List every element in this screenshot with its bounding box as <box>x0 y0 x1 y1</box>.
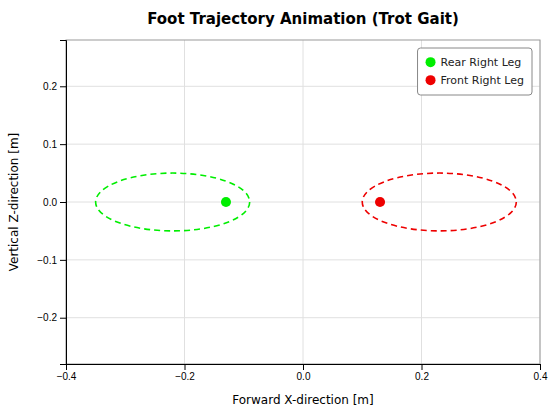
plot: −0.4 −0.2 0.0 0.2 0.4 −0.2 −0.1 0.0 0.1 0.2 Rear R… <box>37 40 548 382</box>
x-axis-tick-mark <box>540 364 541 370</box>
x-axis-tick-mark <box>185 364 186 370</box>
y-grid-line <box>66 202 540 203</box>
x-axis-tick-label: 0.0 <box>297 371 311 382</box>
y-grid-line <box>66 317 540 318</box>
foot-dot <box>375 197 385 207</box>
y-grid-line <box>66 144 540 145</box>
legend-swatch <box>426 75 436 85</box>
legend-label: Front Right Leg <box>441 74 524 87</box>
plot-frame <box>66 40 540 364</box>
legend-box <box>418 48 532 95</box>
title: Foot Trajectory Animation (Trot Gait) <box>147 10 459 28</box>
y-axis-tick-mark <box>60 260 66 261</box>
legend-item: Rear Right Leg <box>426 56 522 69</box>
x-axis-tick: 0.2 <box>415 364 429 382</box>
y-axis-tick-mark <box>60 318 66 319</box>
y-axis-tick: 0.0 <box>43 197 66 208</box>
y-grid-line <box>66 259 540 260</box>
legend-label: Rear Right Leg <box>441 56 522 69</box>
x-axis-line <box>67 365 541 371</box>
y-axis-tick-mark <box>60 144 66 145</box>
x-axis-tick-mark <box>303 364 304 370</box>
legend-swatch <box>426 57 436 67</box>
y-axis-title: Vertical Z-direction [m] <box>7 133 21 272</box>
y-axis-tick: −0.1 <box>37 255 66 266</box>
x-axis-tick: 0.4 <box>534 364 548 382</box>
foot-dot <box>221 197 231 207</box>
y-axis-tick-label: −0.1 <box>37 255 57 266</box>
x-axis-tick-mark <box>422 364 423 370</box>
grid <box>66 40 540 364</box>
y-axis-line <box>60 41 67 365</box>
x-axis: −0.4 −0.2 0.0 0.2 0.4 <box>57 364 548 382</box>
x-axis-title: Forward X-direction [m] <box>232 393 373 407</box>
trajectory-ellipse <box>96 173 250 231</box>
trajectory-ellipse <box>362 173 516 231</box>
x-axis-tick-label: −0.4 <box>57 371 77 382</box>
y-axis-tick-mark <box>60 86 66 87</box>
y-axis-tick-label: −0.2 <box>37 312 57 323</box>
x-axis-tick-label: −0.2 <box>175 371 195 382</box>
x-axis-tick: −0.4 <box>57 364 77 382</box>
y-axis-tick-label: 0.2 <box>43 81 57 92</box>
y-axis: −0.2 −0.1 0.0 0.1 0.2 <box>37 41 66 365</box>
x-axis-tick: −0.2 <box>175 364 195 382</box>
x-axis-tick-label: 0.2 <box>415 371 429 382</box>
y-axis-tick: −0.2 <box>37 312 66 323</box>
y-axis-tick: 0.1 <box>43 139 66 150</box>
legend: Rear Right Leg Front Right Leg <box>418 48 532 95</box>
x-axis-tick-label: 0.4 <box>534 371 548 382</box>
y-axis-tick-label: 0.1 <box>43 139 57 150</box>
chart: −0.4 −0.2 0.0 0.2 0.4 −0.2 −0.1 0.0 0.1 0.2 Rear R… <box>0 0 560 416</box>
y-axis-tick-mark <box>60 202 66 203</box>
y-axis-tick-label: 0.0 <box>43 197 57 208</box>
y-axis-tick: 0.2 <box>43 81 66 92</box>
marks <box>96 173 517 231</box>
x-axis-tick: 0.0 <box>297 364 311 382</box>
legend-item: Front Right Leg <box>426 74 524 87</box>
